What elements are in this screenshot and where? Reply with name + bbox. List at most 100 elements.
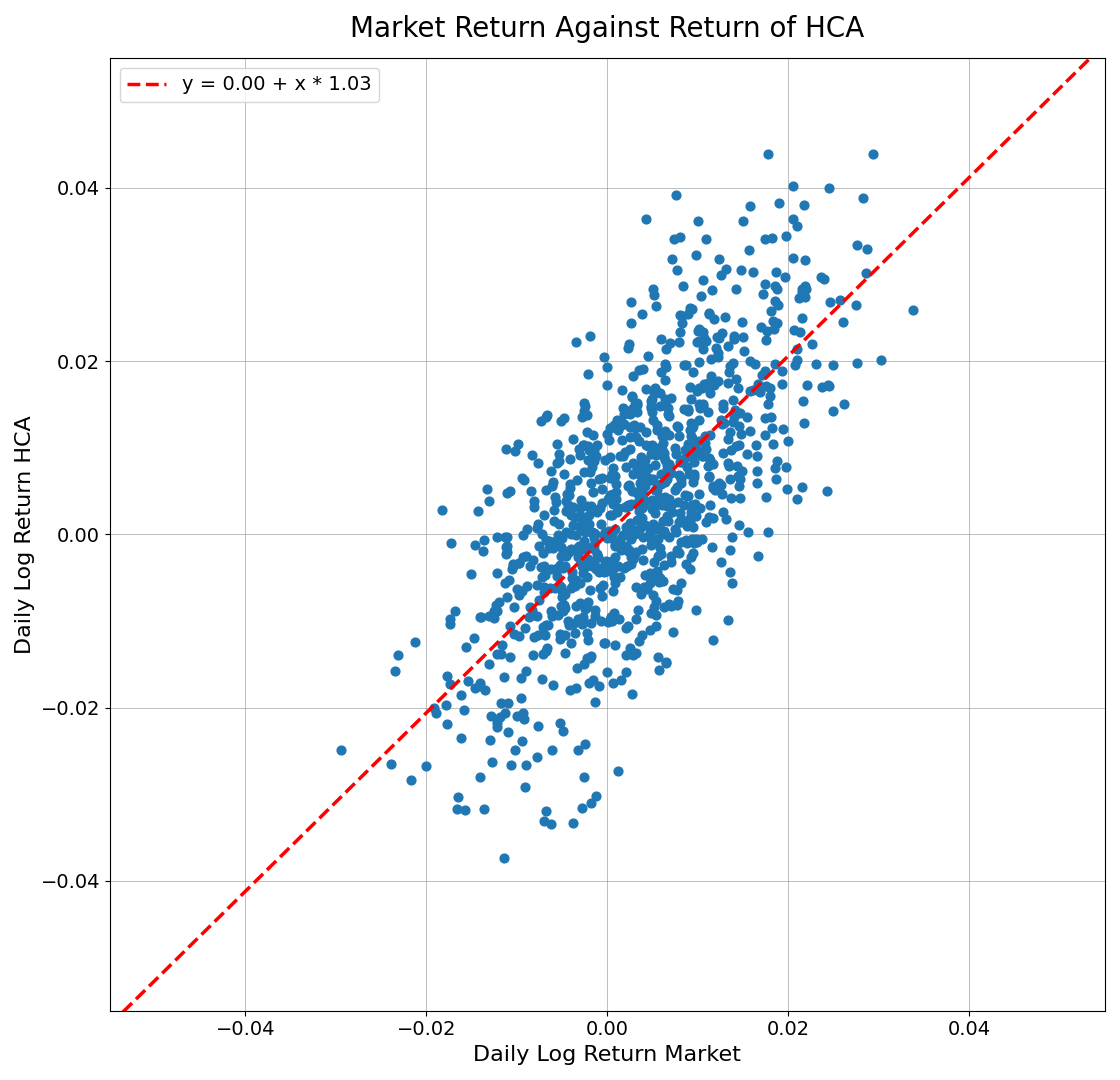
Point <box>590 579 608 596</box>
Point <box>465 630 483 647</box>
Point <box>754 285 772 302</box>
Point <box>475 542 493 559</box>
Point <box>659 508 676 525</box>
Point <box>785 321 803 338</box>
Point <box>615 527 633 544</box>
Point <box>605 459 623 476</box>
Point <box>665 482 683 499</box>
Point <box>629 456 647 473</box>
Point <box>682 509 700 526</box>
Point <box>601 470 619 487</box>
Point <box>655 444 673 461</box>
Point <box>625 548 643 565</box>
Point <box>588 503 606 521</box>
Point <box>514 526 532 543</box>
Point <box>797 281 815 298</box>
Point <box>601 486 619 503</box>
Point <box>622 519 640 537</box>
Point <box>656 474 674 491</box>
Point <box>709 372 727 389</box>
Point <box>580 674 598 691</box>
Point <box>613 381 631 399</box>
Point <box>652 383 670 401</box>
Point <box>573 408 591 426</box>
Point <box>688 534 706 551</box>
Point <box>601 448 619 465</box>
Point <box>550 453 568 470</box>
Point <box>656 653 674 671</box>
Point <box>530 592 548 609</box>
Point <box>472 677 489 694</box>
Point <box>613 431 631 448</box>
Point <box>595 527 613 544</box>
Point <box>636 516 654 534</box>
Point <box>681 421 699 438</box>
Point <box>475 531 493 549</box>
Point <box>729 418 747 435</box>
Point <box>534 618 552 635</box>
Point <box>439 667 457 685</box>
Point <box>463 566 480 583</box>
Point <box>385 663 403 680</box>
Point <box>633 468 651 485</box>
Point <box>466 679 484 697</box>
Point <box>466 537 484 554</box>
Point <box>657 460 675 477</box>
Point <box>535 579 553 596</box>
Point <box>529 626 547 644</box>
Point <box>584 672 601 689</box>
Point <box>709 349 727 366</box>
Point <box>683 300 701 318</box>
Point <box>579 550 597 567</box>
Point <box>628 459 646 476</box>
Point <box>623 400 641 417</box>
Point <box>584 525 601 542</box>
Point <box>690 380 708 397</box>
Point <box>551 558 569 576</box>
Point <box>580 441 598 458</box>
Point <box>536 561 554 578</box>
Point <box>625 417 643 434</box>
Point <box>655 524 673 541</box>
Point <box>749 548 767 565</box>
Point <box>974 3 992 21</box>
Point <box>584 525 601 542</box>
Point <box>598 359 616 376</box>
Point <box>753 319 771 336</box>
Point <box>640 437 657 455</box>
Point <box>685 469 703 486</box>
Point <box>672 511 690 528</box>
Point <box>659 471 676 488</box>
Point <box>636 477 654 495</box>
Point <box>632 489 650 507</box>
Point <box>656 340 674 357</box>
Point <box>651 569 669 586</box>
Point <box>560 543 578 561</box>
Point <box>642 605 660 622</box>
Point <box>678 356 696 374</box>
Point <box>562 635 580 652</box>
Point <box>690 321 708 338</box>
Point <box>528 519 545 537</box>
Point <box>725 354 743 372</box>
Point <box>812 268 830 285</box>
Point <box>508 707 526 725</box>
Point <box>669 418 687 435</box>
Point <box>669 492 687 510</box>
Point <box>653 497 671 514</box>
Point <box>634 485 652 502</box>
Point <box>700 306 718 323</box>
Point <box>576 436 594 454</box>
Point <box>584 450 601 468</box>
Point <box>541 579 559 596</box>
Point <box>766 292 784 309</box>
Point <box>603 507 620 524</box>
Point <box>719 338 737 355</box>
Point <box>683 497 701 514</box>
Point <box>536 482 554 499</box>
Point <box>504 557 522 575</box>
Point <box>505 625 523 643</box>
Point <box>642 621 660 638</box>
Point <box>688 334 706 351</box>
Point <box>648 530 666 548</box>
